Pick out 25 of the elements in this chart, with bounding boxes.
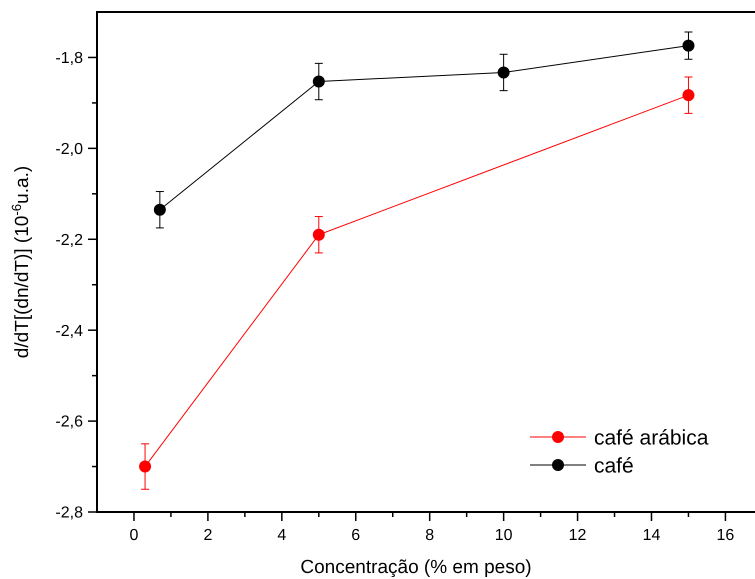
point [139,460,152,473]
x-tick-label: 0 [130,527,139,544]
legend-label: café arábica [594,426,709,450]
x-tick-label: 2 [203,527,212,544]
x-tick-label: 8 [425,527,434,544]
x-tick-label: 4 [277,527,286,544]
x-axis-title: Concentração (% em peso) [300,557,532,578]
y-tick-label: -1,8 [55,50,84,68]
x-tick-label: 6 [351,527,360,544]
y-tick-label: -2,4 [55,322,84,340]
y-tick-label: -2,0 [55,140,84,158]
point [682,89,694,102]
y-tick-label: -2,2 [55,232,84,249]
y-tick-label: -2,6 [55,414,84,431]
point [498,66,510,78]
x-tick-label: 12 [568,527,587,544]
point [312,76,325,88]
y-tick-label: -2,8 [55,504,84,522]
point [154,204,166,216]
x-tick-label: 16 [716,527,734,544]
x-tick-label: 10 [494,527,513,544]
point [682,40,694,52]
point [312,228,325,241]
x-tick-label: 14 [642,527,660,544]
legend-label: café [594,454,634,478]
